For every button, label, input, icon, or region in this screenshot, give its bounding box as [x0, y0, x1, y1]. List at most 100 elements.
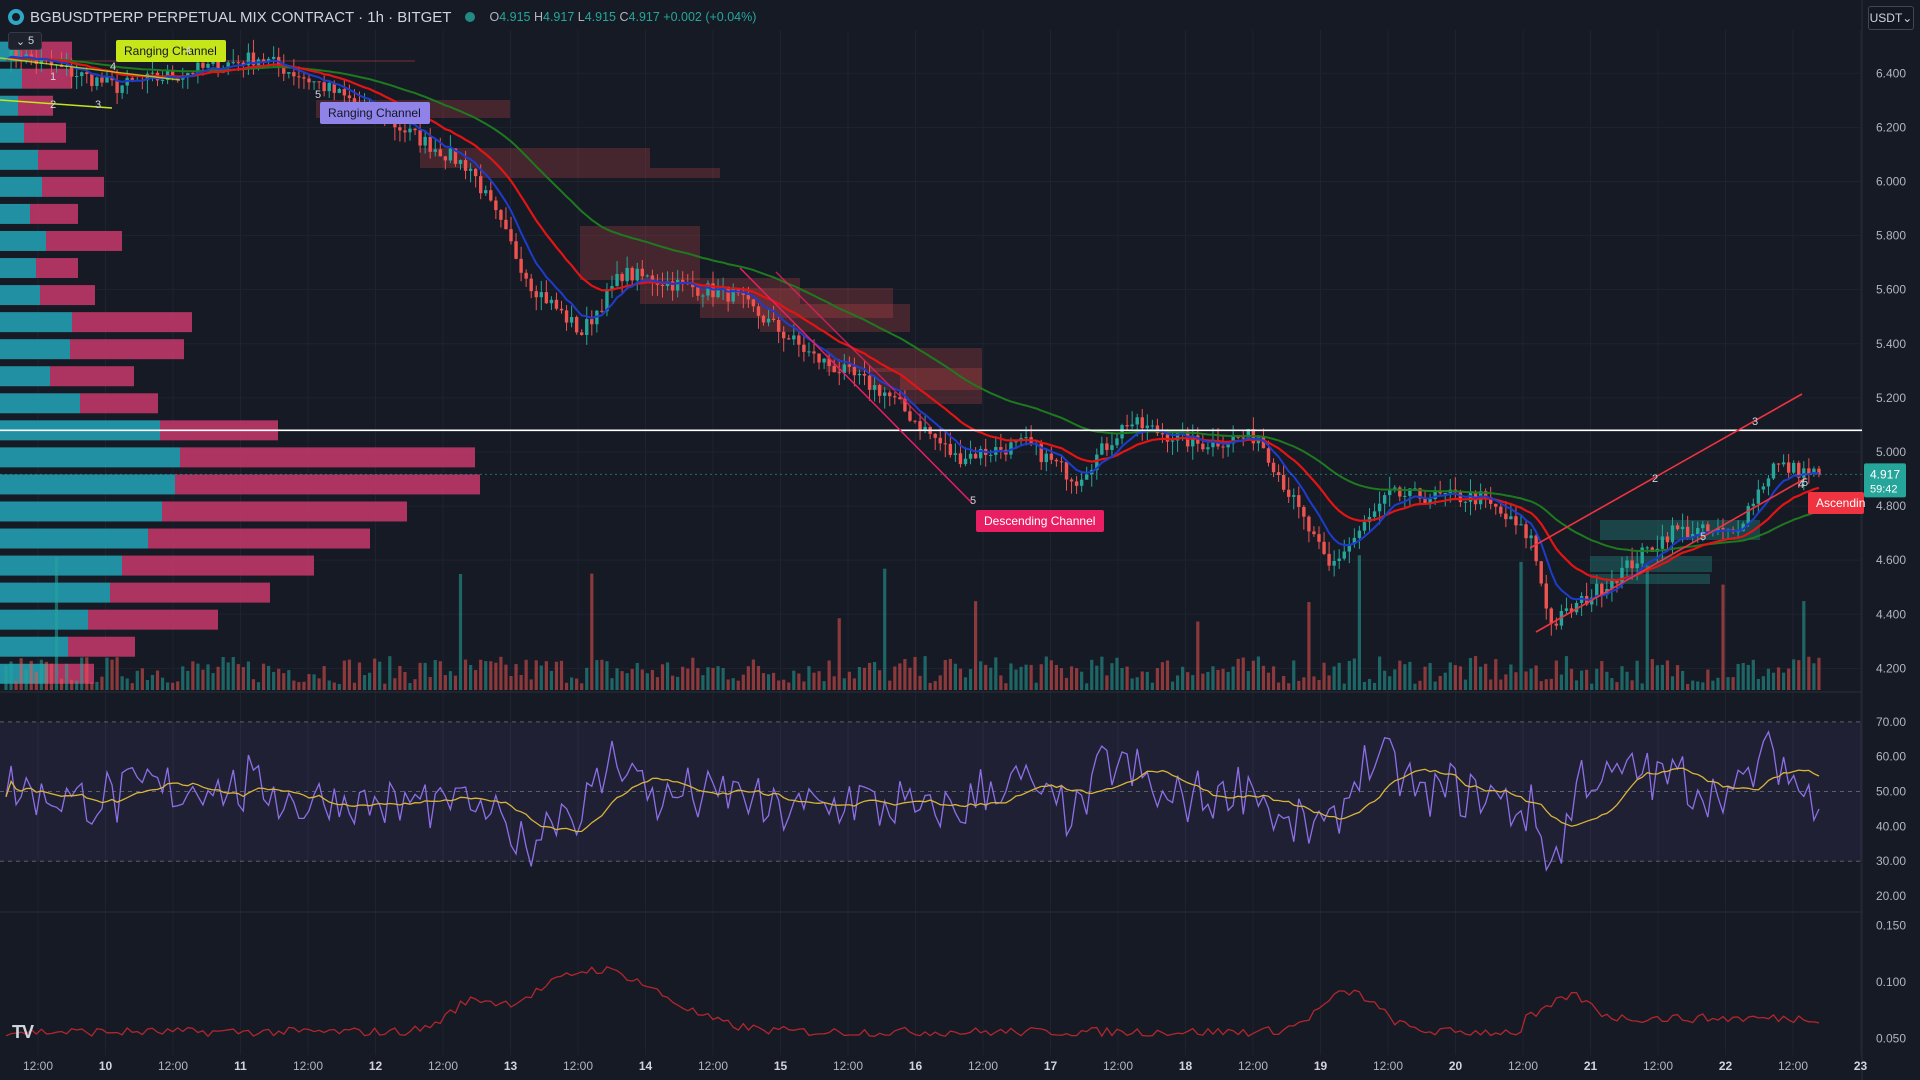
- candle-body: [1670, 525, 1675, 543]
- ohlc-values: O4.915 H4.917 L4.915 C4.917 +0.002 (+0.0…: [489, 10, 756, 24]
- volume-bar: [1297, 680, 1301, 690]
- volume-bar: [246, 661, 250, 690]
- time-tick-label: 19: [1314, 1059, 1328, 1073]
- candle-body: [196, 62, 200, 75]
- volume-bar: [1398, 660, 1402, 690]
- time-tick-label: 16: [909, 1059, 923, 1073]
- profile-down-bar: [38, 149, 98, 170]
- time-tick-label: 17: [1044, 1059, 1058, 1073]
- profile-up-bar: [0, 122, 24, 143]
- candle-body: [1751, 503, 1755, 506]
- volume-bar: [847, 671, 851, 690]
- candle-body: [1221, 446, 1225, 448]
- symbol-title[interactable]: BGBUSDTPERP PERPETUAL MIX CONTRACT · 1h …: [30, 8, 452, 26]
- volume-bar: [403, 672, 407, 690]
- candle-body: [1201, 443, 1205, 450]
- candle-body: [953, 453, 958, 455]
- volume-bar: [544, 661, 548, 690]
- candle-body: [1009, 442, 1013, 455]
- rsi-tick-label: 60.00: [1876, 750, 1906, 764]
- candle-body: [170, 70, 175, 78]
- volume-bar: [1544, 679, 1548, 690]
- volume-bar: [514, 664, 518, 690]
- candle-body: [539, 292, 543, 298]
- candle-body: [1377, 503, 1382, 512]
- candle-body: [398, 127, 402, 131]
- candle-body: [1160, 433, 1165, 435]
- profile-down-bar: [18, 95, 53, 116]
- candle-body: [1191, 435, 1195, 447]
- volume-bar: [706, 667, 710, 690]
- volume-bar: [676, 676, 680, 690]
- ascending-channel-line: [1535, 477, 1807, 633]
- candle-body: [1115, 438, 1119, 446]
- volume-bar: [347, 659, 351, 690]
- candle-body: [726, 286, 730, 302]
- volume-bar: [49, 663, 54, 690]
- volume-bar: [196, 663, 200, 690]
- volume-bar: [1721, 584, 1725, 690]
- candle-body: [1564, 608, 1569, 611]
- time-tick-label: 12:00: [833, 1059, 863, 1073]
- candle-body: [1408, 488, 1412, 496]
- volume-bar: [903, 659, 907, 690]
- candle-body: [1079, 479, 1084, 486]
- volume-bar: [282, 673, 286, 690]
- candle-body: [741, 293, 745, 295]
- profile-down-bar: [40, 285, 95, 306]
- volume-bar: [1211, 666, 1215, 690]
- volume-bar: [150, 674, 155, 690]
- candle-body: [580, 332, 584, 335]
- candle-body: [893, 396, 897, 398]
- volume-bar: [1458, 666, 1462, 690]
- candle-body: [1615, 580, 1619, 583]
- volume-bar: [1064, 677, 1069, 690]
- volume-bar: [469, 665, 473, 690]
- third-tick-label: 0.050: [1876, 1032, 1906, 1046]
- candle-body: [1534, 535, 1538, 562]
- volume-bar: [378, 661, 382, 690]
- volume-bar: [1716, 677, 1720, 690]
- volume-bar: [1251, 660, 1255, 690]
- candle-body: [150, 72, 155, 74]
- price-tick-label: 5.800: [1876, 229, 1906, 243]
- volume-profile: [0, 41, 480, 684]
- candle-body: [751, 299, 756, 307]
- candle-body: [1312, 531, 1316, 535]
- volume-bar: [832, 676, 836, 690]
- volume-bar: [696, 668, 700, 690]
- volume-bar: [1782, 672, 1786, 690]
- time-tick-label: 12:00: [1373, 1059, 1403, 1073]
- ema-mid-line: [5, 57, 1820, 582]
- candle-body: [1175, 432, 1180, 441]
- candle-body: [691, 282, 695, 288]
- volume-bar: [1706, 669, 1710, 690]
- volume-bar: [640, 669, 644, 690]
- volume-bar: [1277, 682, 1281, 690]
- demand-zone: [1600, 520, 1760, 540]
- volume-bar: [1271, 666, 1276, 690]
- volume-bar: [1140, 671, 1144, 690]
- volume-bar: [1367, 678, 1372, 690]
- candle-body: [756, 306, 761, 316]
- descending-channel-label: Descending Channel: [984, 514, 1095, 528]
- volume-bar: [1307, 602, 1311, 690]
- candle-body: [1529, 535, 1533, 539]
- volume-bar: [125, 678, 129, 690]
- candle-body: [236, 62, 240, 64]
- candle-body: [317, 81, 321, 83]
- volume-bar: [570, 677, 574, 690]
- candle-body: [1685, 526, 1690, 538]
- currency-select[interactable]: USDT ⌄: [1868, 6, 1914, 30]
- profile-up-bar: [0, 95, 18, 116]
- candle-body: [75, 76, 79, 78]
- candle-body: [448, 148, 453, 161]
- volume-bar: [226, 662, 230, 690]
- candle-body: [463, 160, 468, 171]
- volume-bar: [1509, 664, 1513, 690]
- indicator-collapse-button[interactable]: ⌄ 5: [8, 32, 42, 50]
- candle-body: [1756, 489, 1761, 504]
- wave-label: 1: [50, 71, 56, 83]
- candle-body: [1352, 537, 1357, 544]
